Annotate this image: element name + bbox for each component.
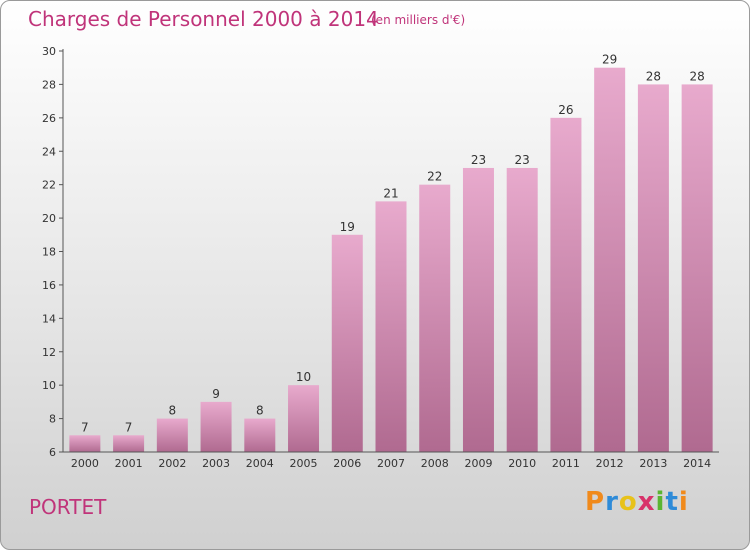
- bar: [506, 167, 538, 453]
- logo-letter: t: [665, 487, 679, 517]
- y-tick-label: 20: [42, 212, 56, 225]
- y-tick-label: 12: [42, 346, 56, 359]
- chart-title: Charges de Personnel 2000 à 2014: [28, 7, 379, 31]
- data-label: 29: [602, 53, 617, 67]
- y-tick-label: 28: [42, 78, 56, 91]
- data-label: 7: [81, 420, 89, 434]
- bar: [331, 234, 363, 452]
- y-tick-label: 18: [42, 246, 56, 259]
- x-tick-label: 2011: [552, 457, 580, 470]
- x-tick-label: 2006: [333, 457, 361, 470]
- commune-name: PORTET: [29, 495, 107, 519]
- bar: [550, 117, 582, 452]
- x-tick-label: 2001: [115, 457, 143, 470]
- bar: [113, 435, 145, 452]
- logo-letter: x: [637, 487, 656, 517]
- x-tick-label: 2002: [158, 457, 186, 470]
- data-label: 7: [125, 420, 133, 434]
- y-tick-label: 24: [42, 145, 56, 158]
- data-label: 21: [383, 186, 398, 200]
- x-tick-label: 2003: [202, 457, 230, 470]
- logo-letter: i: [678, 487, 689, 517]
- data-label: 23: [471, 153, 486, 167]
- x-tick-label: 2012: [596, 457, 624, 470]
- data-label: 28: [689, 69, 704, 83]
- x-tick-label: 2014: [683, 457, 711, 470]
- chart-unit: (en milliers d'€): [371, 13, 466, 27]
- y-tick-label: 22: [42, 179, 56, 192]
- bar: [419, 184, 451, 452]
- bar: [244, 418, 276, 452]
- x-tick-label: 2009: [464, 457, 492, 470]
- data-label: 26: [558, 103, 573, 117]
- y-tick-label: 14: [42, 312, 56, 325]
- x-tick-label: 2010: [508, 457, 536, 470]
- data-label: 10: [296, 370, 311, 384]
- y-tick-label: 26: [42, 112, 56, 125]
- data-label: 9: [212, 387, 220, 401]
- x-tick-label: 2004: [246, 457, 274, 470]
- logo-letter: o: [618, 487, 638, 517]
- y-tick-label: 6: [49, 446, 56, 459]
- x-tick-label: 2013: [639, 457, 667, 470]
- x-tick-label: 2007: [377, 457, 405, 470]
- logo-letter: i: [655, 487, 666, 517]
- data-label: 23: [515, 153, 530, 167]
- data-label: 22: [427, 170, 442, 184]
- bar: [375, 201, 407, 452]
- bar: [69, 435, 101, 452]
- logo-letter: P: [585, 487, 606, 517]
- bar: [462, 167, 494, 453]
- data-label: 28: [646, 69, 661, 83]
- x-tick-label: 2008: [421, 457, 449, 470]
- bar: [200, 401, 232, 452]
- data-label: 8: [169, 404, 177, 418]
- y-tick-label: 8: [49, 413, 56, 426]
- bar: [156, 418, 188, 452]
- bar: [681, 84, 713, 453]
- y-tick-label: 30: [42, 45, 56, 58]
- y-tick-label: 16: [42, 279, 56, 292]
- data-label: 19: [340, 220, 355, 234]
- data-label: 8: [256, 404, 264, 418]
- logo-letter: r: [605, 487, 619, 517]
- x-tick-label: 2005: [290, 457, 318, 470]
- bar: [288, 385, 320, 452]
- x-tick-label: 2000: [71, 457, 99, 470]
- bar: [594, 67, 626, 452]
- proxiti-logo: Proxiti: [585, 487, 689, 517]
- y-tick-label: 10: [42, 379, 56, 392]
- bar: [637, 84, 669, 453]
